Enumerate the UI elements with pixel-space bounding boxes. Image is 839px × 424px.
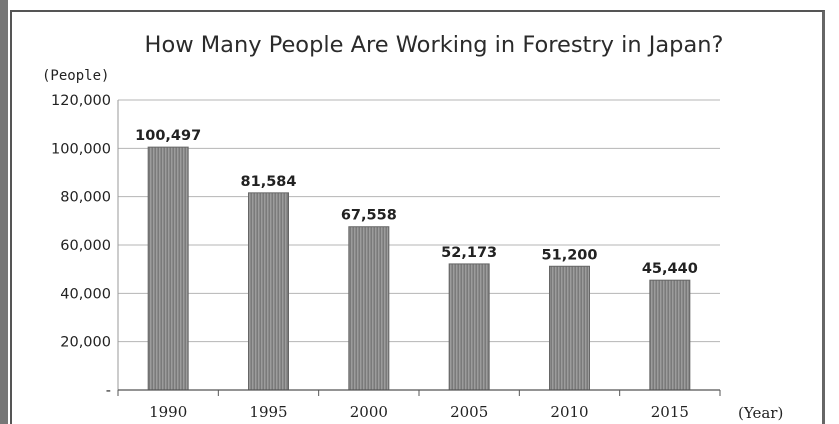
bar	[147, 146, 189, 391]
x-tick-label: 2000	[350, 403, 388, 421]
x-tick-label: 2015	[651, 403, 689, 421]
data-label: 67,558	[341, 208, 397, 224]
left-edge-shadow	[0, 0, 8, 424]
y-tick-label: 100,000	[51, 141, 111, 157]
x-axis-unit-label: (Year)	[738, 404, 783, 422]
y-tick-label: 20,000	[60, 335, 111, 351]
bar	[448, 263, 490, 391]
data-label: 81,584	[241, 174, 297, 190]
x-tick-label: 2005	[450, 403, 488, 421]
x-tick-label: 2010	[550, 403, 588, 421]
y-tick-label: 60,000	[60, 238, 111, 254]
bar	[549, 265, 590, 391]
chart-title: How Many People Are Working in Forestry …	[145, 32, 724, 58]
data-label: 100,497	[135, 128, 201, 144]
x-tick-label: 1990	[149, 403, 187, 421]
y-tick-label: -	[106, 383, 111, 399]
data-label: 45,440	[642, 261, 698, 277]
bar	[649, 279, 691, 391]
y-tick-label: 120,000	[51, 93, 111, 109]
y-axis-unit-label: (People)	[42, 68, 109, 84]
y-tick-label: 80,000	[60, 190, 111, 206]
y-tick-label: 40,000	[60, 286, 111, 302]
bar	[348, 226, 390, 391]
x-tick-label: 1995	[249, 403, 287, 421]
data-label: 51,200	[542, 247, 598, 263]
bar	[248, 192, 289, 391]
data-label: 52,173	[441, 245, 497, 261]
